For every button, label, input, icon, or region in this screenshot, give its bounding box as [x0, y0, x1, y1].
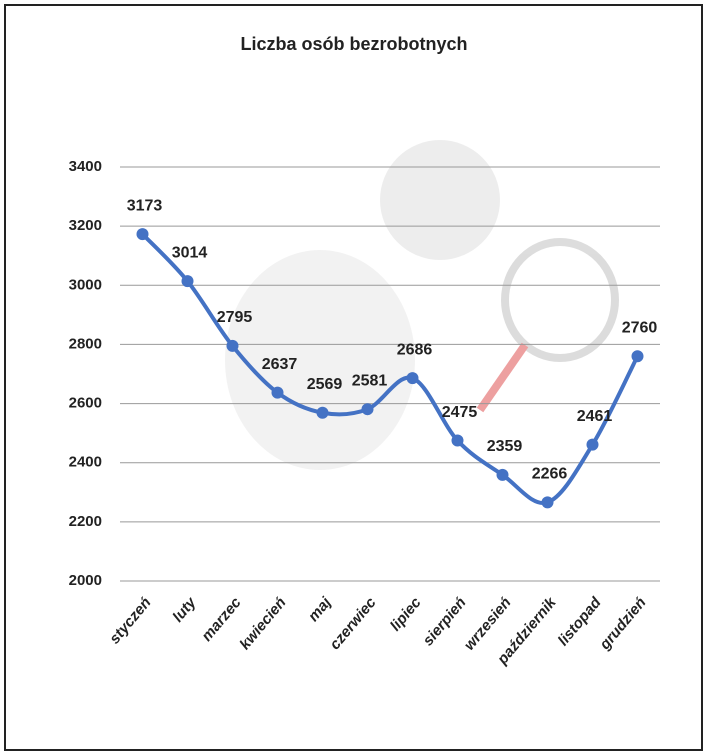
- data-point: [362, 403, 374, 415]
- y-tick-label: 2600: [69, 395, 102, 412]
- data-point: [137, 228, 149, 240]
- y-tick-label: 2200: [69, 513, 102, 530]
- data-label: 2637: [262, 356, 298, 373]
- data-label: 2760: [622, 319, 658, 336]
- data-label: 2795: [217, 309, 253, 326]
- y-tick-label: 3400: [69, 158, 102, 175]
- y-tick-label: 2800: [69, 335, 102, 352]
- data-point: [542, 496, 554, 508]
- data-label: 2475: [442, 404, 478, 421]
- data-point: [272, 387, 284, 399]
- data-label: 2581: [352, 372, 388, 389]
- chart-title: Liczba osób bezrobotnych: [240, 34, 467, 54]
- chart: Liczba osób bezrobotnych 2000 2200 2400 260…: [0, 0, 708, 756]
- data-point: [587, 439, 599, 451]
- data-label: 3173: [127, 197, 163, 214]
- data-label: 2266: [532, 466, 568, 483]
- data-point: [182, 275, 194, 287]
- data-point: [452, 435, 464, 447]
- y-tick-label: 2400: [69, 454, 102, 471]
- data-point: [632, 350, 644, 362]
- y-tick-label: 3000: [69, 276, 102, 293]
- data-point: [227, 340, 239, 352]
- data-label: 2359: [487, 438, 523, 455]
- data-label: 2569: [307, 376, 343, 393]
- y-tick-label: 3200: [69, 217, 102, 234]
- data-point: [407, 372, 419, 384]
- y-tick-label: 2000: [69, 572, 102, 589]
- data-point: [497, 469, 509, 481]
- data-label: 2461: [577, 408, 613, 425]
- data-label: 2686: [397, 341, 433, 358]
- data-point: [317, 407, 329, 419]
- data-label: 3014: [172, 244, 208, 261]
